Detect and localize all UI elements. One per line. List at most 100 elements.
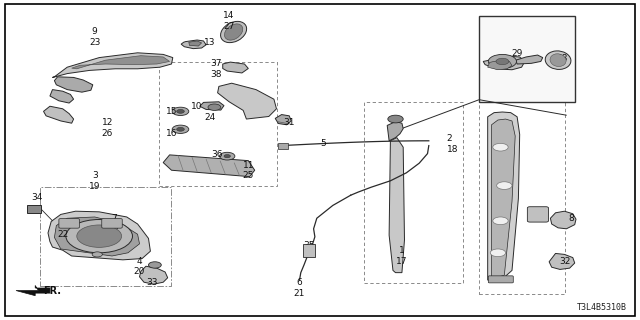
Polygon shape xyxy=(50,90,74,103)
Text: 7: 7 xyxy=(111,214,116,223)
Circle shape xyxy=(496,58,509,65)
Circle shape xyxy=(172,107,189,116)
Polygon shape xyxy=(549,253,575,269)
Polygon shape xyxy=(16,285,50,296)
Text: 3: 3 xyxy=(92,172,97,180)
Text: 23: 23 xyxy=(89,38,100,47)
Circle shape xyxy=(220,152,235,160)
Polygon shape xyxy=(52,53,173,77)
Polygon shape xyxy=(492,119,515,278)
Polygon shape xyxy=(200,102,224,110)
Polygon shape xyxy=(488,112,520,282)
Bar xyxy=(278,143,288,149)
Text: 25: 25 xyxy=(243,172,254,180)
Text: 15: 15 xyxy=(166,108,178,116)
Polygon shape xyxy=(483,56,525,70)
Polygon shape xyxy=(387,122,403,141)
Ellipse shape xyxy=(545,51,571,69)
Text: 31: 31 xyxy=(284,118,295,127)
Ellipse shape xyxy=(221,21,246,43)
Text: FR.: FR. xyxy=(44,285,61,296)
Text: 26: 26 xyxy=(102,129,113,138)
Text: 17: 17 xyxy=(396,257,408,266)
Bar xyxy=(479,90,565,294)
Polygon shape xyxy=(275,115,291,125)
Circle shape xyxy=(497,182,512,189)
Text: 24: 24 xyxy=(204,113,216,122)
Circle shape xyxy=(224,155,230,158)
Text: 38: 38 xyxy=(211,70,222,79)
Text: 32: 32 xyxy=(559,257,571,266)
Bar xyxy=(27,205,41,213)
Ellipse shape xyxy=(550,54,566,67)
Polygon shape xyxy=(550,211,576,229)
FancyBboxPatch shape xyxy=(59,219,79,228)
Text: 8: 8 xyxy=(569,214,574,223)
Polygon shape xyxy=(181,40,206,49)
Circle shape xyxy=(493,217,508,225)
Bar xyxy=(479,16,575,102)
Polygon shape xyxy=(54,217,140,256)
Circle shape xyxy=(172,125,189,133)
Text: 13: 13 xyxy=(204,38,215,47)
Text: 11: 11 xyxy=(243,161,254,170)
Text: 2: 2 xyxy=(447,134,452,143)
Text: 10: 10 xyxy=(191,102,203,111)
Text: 30: 30 xyxy=(527,214,539,223)
Circle shape xyxy=(488,54,516,68)
Text: 22: 22 xyxy=(57,230,68,239)
Text: 6: 6 xyxy=(297,278,302,287)
Ellipse shape xyxy=(225,24,243,40)
Text: 18: 18 xyxy=(447,145,458,154)
Polygon shape xyxy=(140,266,168,284)
Text: 37: 37 xyxy=(211,60,222,68)
Polygon shape xyxy=(488,60,512,70)
Circle shape xyxy=(388,115,403,123)
Polygon shape xyxy=(189,41,202,46)
Text: 16: 16 xyxy=(166,129,178,138)
Text: 19: 19 xyxy=(89,182,100,191)
FancyBboxPatch shape xyxy=(527,207,548,222)
Text: 7: 7 xyxy=(60,220,65,228)
Bar xyxy=(303,244,315,257)
Text: 36: 36 xyxy=(211,150,223,159)
Polygon shape xyxy=(163,155,255,177)
Text: 12: 12 xyxy=(102,118,113,127)
Circle shape xyxy=(77,225,122,247)
FancyBboxPatch shape xyxy=(488,276,513,283)
Circle shape xyxy=(92,252,102,257)
Text: 9: 9 xyxy=(92,28,97,36)
Circle shape xyxy=(148,262,161,268)
Text: 35: 35 xyxy=(303,241,315,250)
Polygon shape xyxy=(516,55,543,64)
Bar xyxy=(364,102,463,283)
Text: 34: 34 xyxy=(31,193,43,202)
Text: 4: 4 xyxy=(137,257,142,266)
Text: 21: 21 xyxy=(294,289,305,298)
Text: 20: 20 xyxy=(134,268,145,276)
Polygon shape xyxy=(218,83,276,119)
Polygon shape xyxy=(223,62,248,73)
Polygon shape xyxy=(48,211,150,260)
Circle shape xyxy=(177,109,184,113)
Circle shape xyxy=(493,143,508,151)
Text: 1: 1 xyxy=(399,246,404,255)
Polygon shape xyxy=(389,138,404,273)
Polygon shape xyxy=(54,77,93,92)
Polygon shape xyxy=(44,106,74,123)
Text: 28: 28 xyxy=(556,54,568,63)
Circle shape xyxy=(208,104,221,110)
Text: 22: 22 xyxy=(108,225,120,234)
Circle shape xyxy=(490,249,506,257)
FancyBboxPatch shape xyxy=(102,219,122,228)
Bar xyxy=(159,62,277,186)
Circle shape xyxy=(66,220,132,253)
Polygon shape xyxy=(72,56,170,69)
Circle shape xyxy=(177,127,184,131)
Text: 27: 27 xyxy=(223,22,235,31)
Text: 5: 5 xyxy=(321,140,326,148)
Text: T3L4B5310B: T3L4B5310B xyxy=(577,303,627,312)
Text: 33: 33 xyxy=(147,278,158,287)
Text: 29: 29 xyxy=(511,49,523,58)
Bar xyxy=(40,187,171,286)
